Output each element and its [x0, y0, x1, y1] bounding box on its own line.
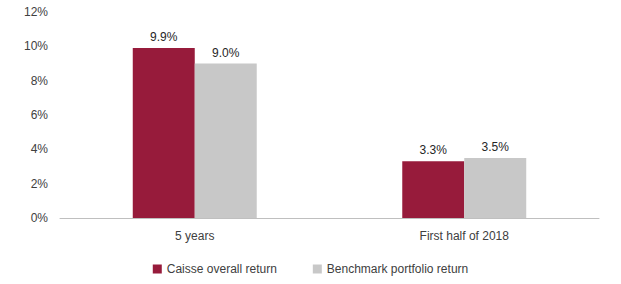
svg-text:5 years: 5 years	[175, 229, 214, 243]
svg-text:10%: 10%	[24, 39, 48, 53]
svg-text:8%: 8%	[31, 74, 49, 88]
svg-text:First half of 2018: First half of 2018	[420, 229, 510, 243]
svg-text:9.9%: 9.9%	[150, 30, 178, 44]
svg-text:3.5%: 3.5%	[482, 140, 510, 154]
svg-text:3.3%: 3.3%	[420, 143, 448, 157]
svg-text:Caisse overall return: Caisse overall return	[167, 262, 277, 276]
svg-text:9.0%: 9.0%	[212, 46, 240, 60]
svg-text:0%: 0%	[31, 211, 49, 225]
svg-text:6%: 6%	[31, 108, 49, 122]
svg-text:4%: 4%	[31, 142, 49, 156]
svg-text:Benchmark portfolio return: Benchmark portfolio return	[327, 262, 468, 276]
svg-text:12%: 12%	[24, 5, 48, 19]
svg-text:2%: 2%	[31, 177, 49, 191]
